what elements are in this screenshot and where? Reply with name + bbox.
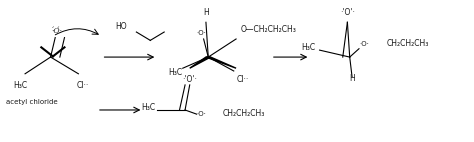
Text: ·́Ó·: ·́Ó· <box>52 27 63 35</box>
Text: ·'O'·: ·'O'· <box>182 75 197 84</box>
Text: H₃C: H₃C <box>13 81 27 90</box>
Text: CH₂CH₂CH₃: CH₂CH₂CH₃ <box>222 108 264 118</box>
Text: CH₂CH₂CH₃: CH₂CH₂CH₃ <box>387 39 429 48</box>
Text: H₃C: H₃C <box>169 68 183 77</box>
Text: H₃C: H₃C <box>301 43 315 52</box>
Text: ·'O'·: ·'O'· <box>340 8 355 17</box>
Polygon shape <box>206 57 236 68</box>
Text: H: H <box>349 74 355 83</box>
Text: ·O·: ·O· <box>359 41 369 47</box>
Text: Cl··: Cl·· <box>237 75 249 84</box>
Text: ·O·: ·O· <box>197 111 207 117</box>
Polygon shape <box>190 57 210 68</box>
Text: acetyl chloride: acetyl chloride <box>6 99 58 105</box>
Text: ·O·: ·O· <box>196 30 206 36</box>
Text: Cl··: Cl·· <box>77 81 89 90</box>
Text: O—CH₂CH₂CH₃: O—CH₂CH₂CH₃ <box>241 25 297 34</box>
Text: H: H <box>203 8 209 17</box>
Text: H₃C: H₃C <box>141 103 155 112</box>
Text: HO: HO <box>116 22 127 31</box>
